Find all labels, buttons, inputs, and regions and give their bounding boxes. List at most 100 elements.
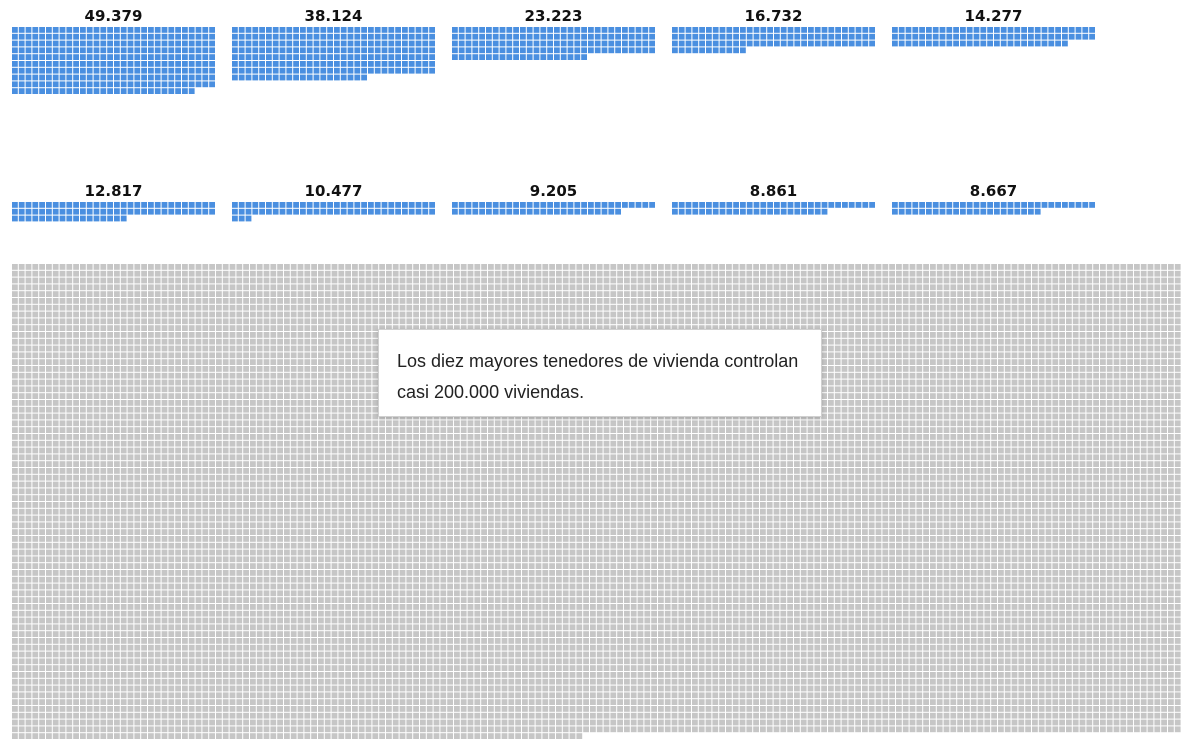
background-square (134, 332, 141, 338)
background-square (46, 264, 52, 270)
background-square (1059, 311, 1065, 318)
background-square (222, 270, 229, 277)
background-square (868, 379, 875, 386)
background-square (372, 440, 379, 447)
background-square (603, 291, 610, 297)
background-square (1140, 338, 1147, 345)
background-square (277, 379, 283, 386)
background-square (787, 311, 793, 318)
background-square (182, 338, 188, 345)
background-square (624, 304, 630, 311)
background-square (875, 304, 882, 311)
background-square (120, 291, 127, 297)
background-square (12, 366, 18, 372)
background-square (80, 413, 86, 420)
background-square (685, 270, 691, 277)
background-square (712, 447, 719, 454)
background-square (46, 393, 52, 399)
background-square (243, 284, 249, 291)
background-square (304, 400, 311, 406)
background-square (930, 393, 936, 399)
background-square (943, 413, 950, 420)
background-square (651, 264, 657, 270)
background-square (1134, 345, 1140, 352)
background-square (127, 420, 134, 427)
background-square (821, 379, 827, 386)
background-square (256, 311, 263, 318)
background-square (970, 386, 977, 393)
background-square (331, 440, 338, 447)
background-square (148, 386, 154, 393)
background-square (896, 298, 902, 304)
background-square (114, 393, 120, 399)
background-square (372, 318, 379, 325)
background-square (127, 270, 134, 277)
background-square (73, 345, 79, 352)
background-square (943, 420, 950, 427)
background-square (18, 461, 25, 467)
background-square (1052, 420, 1059, 427)
background-square (712, 304, 719, 311)
background-square (875, 318, 882, 325)
background-square (617, 298, 623, 304)
background-square (726, 434, 732, 440)
background-square (1106, 318, 1113, 325)
background-square (392, 447, 399, 454)
background-square (651, 298, 657, 304)
background-square (902, 406, 909, 413)
background-square (352, 427, 358, 433)
background-square (896, 318, 902, 325)
background-square (909, 284, 916, 291)
background-square (154, 311, 161, 318)
background-square (501, 440, 508, 447)
background-square (1140, 454, 1147, 461)
background-square (1059, 270, 1065, 277)
background-square (923, 372, 929, 379)
background-square (134, 325, 141, 331)
background-square (1174, 311, 1181, 318)
background-square (318, 406, 324, 413)
background-square (352, 372, 358, 379)
background-square (1106, 291, 1113, 297)
background-square (821, 366, 827, 372)
background-square (474, 454, 481, 461)
background-square (930, 454, 936, 461)
background-square (52, 332, 59, 338)
background-square (1134, 393, 1140, 399)
background-square (18, 304, 25, 311)
background-square (134, 413, 141, 420)
background-square (814, 454, 821, 461)
background-square (1079, 447, 1086, 454)
background-square (964, 406, 970, 413)
background-square (372, 393, 379, 399)
background-square (406, 304, 413, 311)
background-square (1140, 332, 1147, 338)
background-square (324, 427, 331, 433)
background-square (202, 420, 209, 427)
background-square (705, 311, 712, 318)
background-square (236, 325, 243, 331)
background-square (868, 440, 875, 447)
background-square (263, 298, 270, 304)
background-square (229, 413, 236, 420)
background-square (256, 318, 263, 325)
background-square (1168, 359, 1174, 365)
background-square (916, 277, 923, 284)
background-square (991, 332, 997, 338)
background-square (474, 311, 481, 318)
background-square (1147, 447, 1154, 454)
background-square (936, 413, 943, 420)
background-square (1045, 304, 1052, 311)
background-square (358, 406, 365, 413)
background-square (671, 270, 678, 277)
background-square (440, 440, 447, 447)
background-square (1120, 386, 1127, 393)
background-square (1154, 264, 1161, 270)
background-square (141, 277, 147, 284)
background-square (1086, 359, 1093, 365)
background-square (508, 270, 515, 277)
background-square (358, 298, 365, 304)
background-square (828, 366, 834, 372)
background-square (488, 277, 494, 284)
background-square (916, 264, 923, 270)
